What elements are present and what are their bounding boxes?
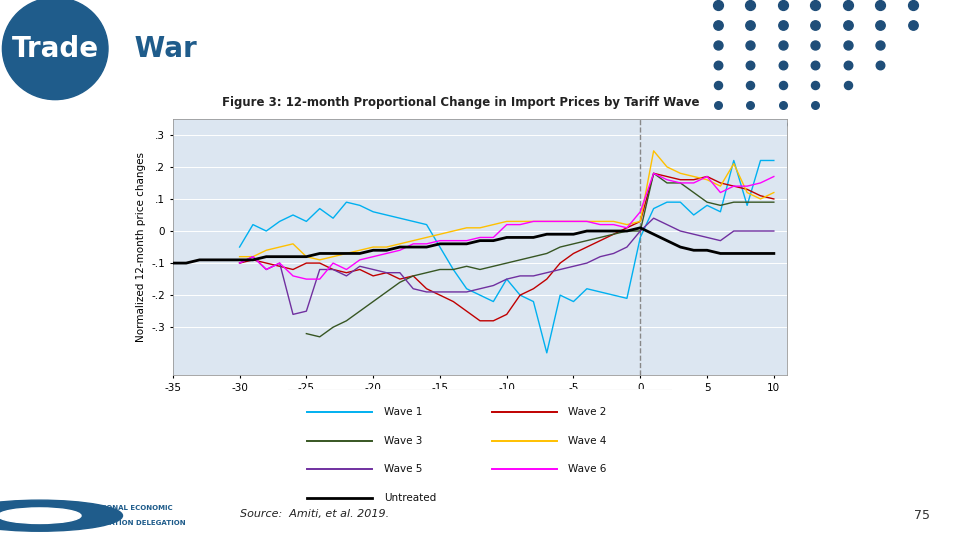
Point	[743, 21, 758, 29]
Text: Wave 2: Wave 2	[568, 407, 607, 417]
Point	[743, 100, 758, 109]
Ellipse shape	[3, 0, 108, 100]
Text: Wave 5: Wave 5	[384, 464, 422, 474]
Point	[775, 60, 790, 69]
Point	[775, 100, 790, 109]
X-axis label: Month: Month	[462, 399, 498, 411]
Point	[710, 40, 726, 49]
Text: Wave 1: Wave 1	[384, 407, 422, 417]
Point	[873, 40, 888, 49]
Text: EDUCATION DELEGATION: EDUCATION DELEGATION	[88, 521, 185, 526]
Point	[840, 40, 855, 49]
Point	[905, 21, 921, 29]
Text: Wave 6: Wave 6	[568, 464, 607, 474]
Text: NATIONAL ECONOMIC: NATIONAL ECONOMIC	[88, 505, 173, 511]
Point	[743, 60, 758, 69]
Point	[743, 80, 758, 89]
FancyBboxPatch shape	[284, 388, 676, 519]
Point	[710, 1, 726, 10]
Text: Source:  Amiti, et al. 2019.: Source: Amiti, et al. 2019.	[240, 509, 389, 518]
Point	[807, 21, 823, 29]
Point	[873, 60, 888, 69]
Text: Wave 4: Wave 4	[568, 436, 607, 446]
Point	[743, 40, 758, 49]
Point	[807, 80, 823, 89]
Point	[873, 1, 888, 10]
Point	[710, 120, 726, 129]
Point	[743, 140, 758, 149]
Point	[775, 80, 790, 89]
Text: Wave 3: Wave 3	[384, 436, 422, 446]
Text: Figure 3: 12-month Proportional Change in Import Prices by Tariff Wave: Figure 3: 12-month Proportional Change i…	[222, 96, 700, 109]
Y-axis label: Normalized 12-month price changes: Normalized 12-month price changes	[136, 152, 146, 342]
Point	[840, 80, 855, 89]
Point	[775, 120, 790, 129]
Point	[710, 60, 726, 69]
Point	[840, 60, 855, 69]
Circle shape	[0, 500, 123, 531]
Point	[807, 1, 823, 10]
Text: Trade: Trade	[12, 35, 99, 63]
Point	[743, 120, 758, 129]
Point	[807, 40, 823, 49]
Point	[807, 60, 823, 69]
Point	[775, 1, 790, 10]
Point	[775, 40, 790, 49]
Point	[873, 21, 888, 29]
Point	[905, 1, 921, 10]
Circle shape	[0, 508, 81, 523]
Text: War: War	[125, 35, 197, 63]
Text: Untreated: Untreated	[384, 492, 436, 503]
Point	[710, 100, 726, 109]
Point	[710, 21, 726, 29]
Point	[743, 1, 758, 10]
Point	[710, 80, 726, 89]
Point	[710, 140, 726, 149]
Point	[775, 21, 790, 29]
Point	[840, 21, 855, 29]
Point	[840, 1, 855, 10]
Point	[710, 160, 726, 168]
Text: 75: 75	[914, 509, 929, 522]
Point	[807, 100, 823, 109]
